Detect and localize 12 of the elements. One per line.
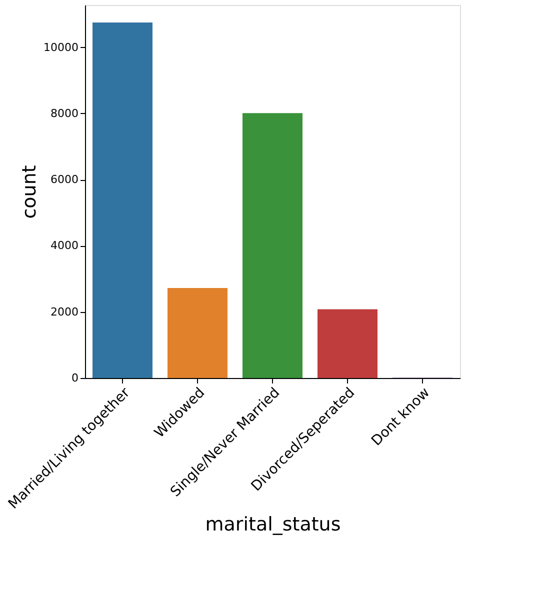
y-tick-label: 0 [72,372,78,384]
bar [92,22,152,378]
bar [168,288,228,378]
bar [318,309,378,378]
x-axis-title: marital_status [205,514,341,536]
y-tick-label: 2000 [50,305,78,318]
y-axis-title: count [18,165,41,219]
y-tick-label: 4000 [50,239,78,252]
y-tick-label: 8000 [50,106,78,120]
y-tick-label: 10000 [44,40,78,54]
bar [242,113,302,378]
y-tick-label: 6000 [50,173,78,186]
